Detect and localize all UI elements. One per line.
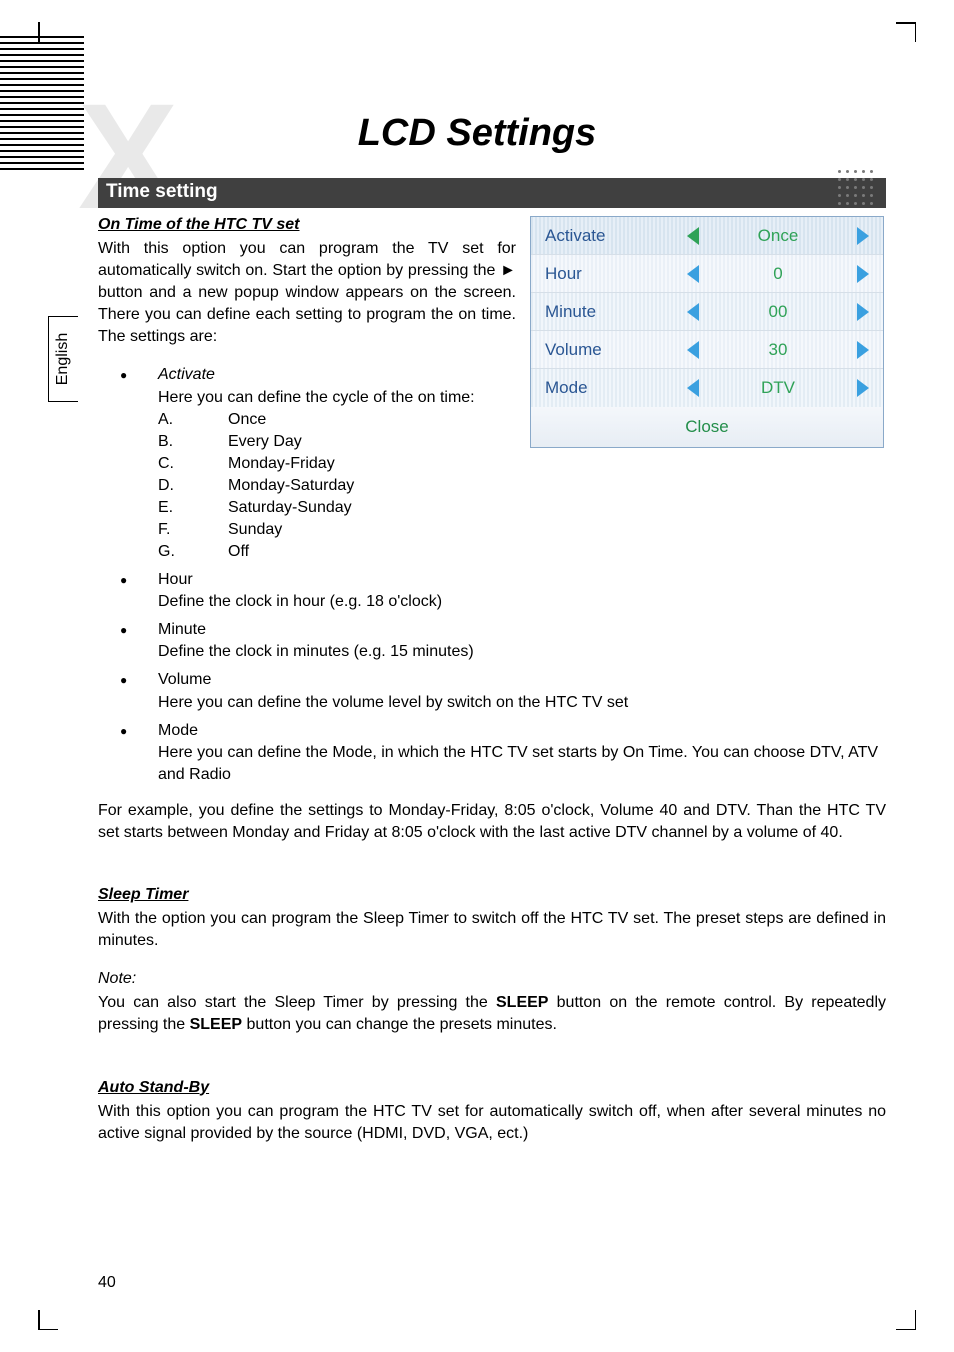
crop-mark bbox=[896, 1329, 916, 1331]
sleep-paragraph: With the option you can program the Slee… bbox=[98, 908, 886, 952]
activate-item-text: Monday-Friday bbox=[228, 453, 335, 475]
setting-bullet-title: Mode bbox=[158, 722, 198, 739]
activate-intro: Here you can define the cycle of the on … bbox=[158, 389, 475, 406]
setting-bullet-title: Hour bbox=[158, 571, 193, 588]
note-paragraph: You can also start the Sleep Timer by pr… bbox=[98, 992, 886, 1036]
activate-item-text: Once bbox=[228, 409, 266, 431]
activate-bullet-list: Activate Here you can define the cycle o… bbox=[98, 364, 886, 563]
sleep-heading-p: Sleep Timer bbox=[98, 884, 886, 906]
dots-decoration bbox=[838, 170, 882, 214]
on-time-paragraph: With this option you can program the TV … bbox=[98, 238, 516, 348]
setting-bullet-title: Minute bbox=[158, 621, 206, 638]
activate-item-letter: B. bbox=[158, 431, 228, 453]
setting-bullet: Hour Define the clock in hour (e.g. 18 o'… bbox=[98, 569, 886, 613]
note-post: button you can change the presets minute… bbox=[242, 1016, 557, 1033]
note-pre: You can also start the Sleep Timer by pr… bbox=[98, 994, 496, 1011]
activate-item-letter: C. bbox=[158, 453, 228, 475]
activate-item-row: E.Saturday-Sunday bbox=[158, 497, 886, 519]
sleep-word-2: SLEEP bbox=[190, 1016, 242, 1033]
activate-item-row: G.Off bbox=[158, 541, 886, 563]
setting-bullet-title: Volume bbox=[158, 671, 211, 688]
section-heading-bar: Time setting bbox=[98, 178, 886, 208]
section-heading-text: Time setting bbox=[106, 181, 218, 202]
setting-bullet-desc: Here you can define the volume level by … bbox=[158, 694, 628, 711]
activate-item-row: C.Monday-Friday bbox=[158, 453, 886, 475]
activate-item-letter: F. bbox=[158, 519, 228, 541]
body-content: On Time of the HTC TV set With this opti… bbox=[98, 214, 886, 1151]
activate-item-text: Saturday-Sunday bbox=[228, 497, 352, 519]
language-tab-label: English bbox=[55, 333, 73, 385]
decorative-hatch bbox=[0, 36, 84, 176]
activate-item-text: Sunday bbox=[228, 519, 282, 541]
sleep-word-1: SLEEP bbox=[496, 994, 548, 1011]
note-label-p: Note: bbox=[98, 968, 886, 990]
setting-bullet-desc: Define the clock in minutes (e.g. 15 min… bbox=[158, 643, 474, 660]
crop-mark bbox=[38, 1329, 58, 1331]
activate-item-letter: E. bbox=[158, 497, 228, 519]
activate-label: Activate bbox=[158, 366, 215, 383]
crop-mark bbox=[38, 1310, 40, 1330]
activate-item-letter: A. bbox=[158, 409, 228, 431]
activate-item-row: D.Monday-Saturday bbox=[158, 475, 886, 497]
activate-item-text: Monday-Saturday bbox=[228, 475, 354, 497]
note-label: Note: bbox=[98, 970, 136, 987]
standby-heading-p: Auto Stand-By bbox=[98, 1077, 886, 1099]
crop-mark bbox=[896, 22, 916, 24]
language-tab: English bbox=[48, 316, 78, 402]
activate-items: A.OnceB.Every DayC.Monday-FridayD.Monday… bbox=[158, 409, 886, 564]
setting-bullet: Minute Define the clock in minutes (e.g. … bbox=[98, 619, 886, 663]
setting-bullet-desc: Define the clock in hour (e.g. 18 o'cloc… bbox=[158, 593, 442, 610]
page-title: LCD Settings bbox=[0, 112, 954, 155]
setting-bullet: Volume Here you can define the volume lev… bbox=[98, 669, 886, 713]
setting-bullet-desc: Here you can define the Mode, in which t… bbox=[158, 744, 878, 783]
settings-bullet-list: Hour Define the clock in hour (e.g. 18 o'… bbox=[98, 569, 886, 786]
activate-item-text: Off bbox=[228, 541, 249, 563]
activate-item-text: Every Day bbox=[228, 431, 302, 453]
sleep-heading: Sleep Timer bbox=[98, 886, 188, 903]
activate-item-row: B.Every Day bbox=[158, 431, 886, 453]
on-time-heading: On Time of the HTC TV set bbox=[98, 216, 300, 233]
crop-mark bbox=[915, 1310, 917, 1330]
on-time-heading-para: On Time of the HTC TV set bbox=[98, 214, 516, 236]
activate-item-letter: D. bbox=[158, 475, 228, 497]
activate-bullet: Activate Here you can define the cycle o… bbox=[98, 364, 886, 563]
setting-bullet: Mode Here you can define the Mode, in whi… bbox=[98, 720, 886, 786]
standby-paragraph: With this option you can program the HTC… bbox=[98, 1101, 886, 1145]
activate-item-letter: G. bbox=[158, 541, 228, 563]
crop-mark bbox=[915, 22, 917, 42]
page-number: 40 bbox=[98, 1274, 116, 1292]
activate-item-row: F.Sunday bbox=[158, 519, 886, 541]
activate-item-row: A.Once bbox=[158, 409, 886, 431]
example-paragraph: For example, you define the settings to … bbox=[98, 800, 886, 844]
standby-heading: Auto Stand-By bbox=[98, 1079, 209, 1096]
